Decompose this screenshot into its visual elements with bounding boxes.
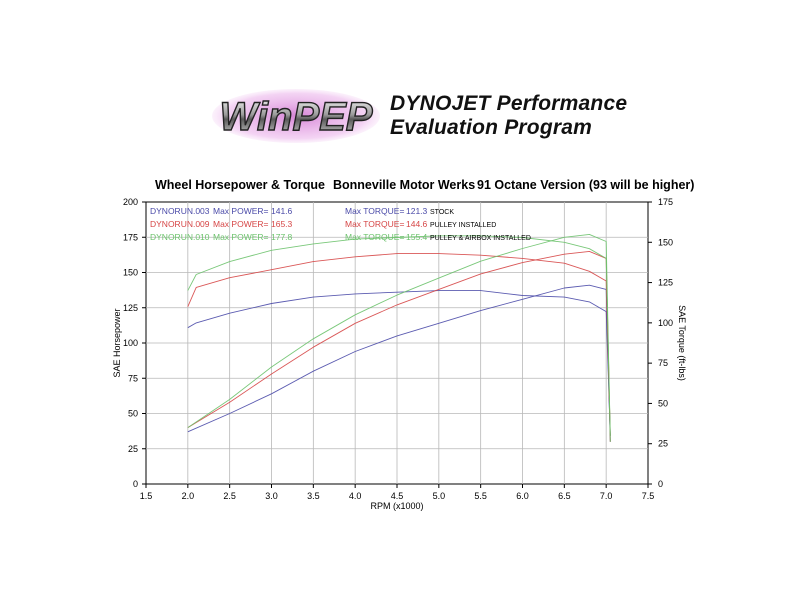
y2-axis-label: SAE Torque (ft-lbs) xyxy=(677,305,687,381)
x-tick-label: 1.5 xyxy=(140,491,153,501)
x-tick-label: 4.5 xyxy=(391,491,404,501)
y-tick-label: 0 xyxy=(133,479,138,489)
chart-header-right: 91 Octane Version (93 will be higher) xyxy=(477,178,695,192)
series-line-dynorun-010-torque xyxy=(187,235,611,436)
x-tick-label: 6.0 xyxy=(516,491,529,501)
y2-tick-label: 75 xyxy=(658,358,668,368)
x-tick-label: 4.0 xyxy=(349,491,362,501)
y2-tick-label: 50 xyxy=(658,398,668,408)
y-tick-label: 50 xyxy=(128,409,138,419)
y2-tick-label: 100 xyxy=(658,318,673,328)
logo-text: WinPEP xyxy=(220,95,373,139)
brand-title: DYNOJET Performance Evaluation Program xyxy=(390,92,690,140)
chart-header-left: Wheel Horsepower & Torque xyxy=(155,178,325,192)
y2-tick-label: 0 xyxy=(658,479,663,489)
series-line-dynorun-009-torque xyxy=(187,253,611,436)
y2-tick-label: 175 xyxy=(658,197,673,207)
series-line-dynorun-010-power xyxy=(187,233,611,442)
legend-run-name: DYNORUN.003 xyxy=(150,206,210,216)
y-tick-label: 150 xyxy=(123,268,138,278)
legend-power-value: 141.6 xyxy=(271,206,293,216)
legend-power-label: Max POWER= xyxy=(213,232,269,242)
x-tick-label: 3.0 xyxy=(265,491,278,501)
y-tick-label: 25 xyxy=(128,444,138,454)
x-tick-label: 7.0 xyxy=(600,491,613,501)
y2-tick-label: 25 xyxy=(658,439,668,449)
x-tick-label: 5.5 xyxy=(474,491,487,501)
legend-torque-value: 144.6 xyxy=(406,219,428,229)
legend-torque-value: 121.3 xyxy=(406,206,428,216)
legend-torque-label: Max TORQUE= xyxy=(345,232,404,242)
x-tick-label: 2.5 xyxy=(223,491,236,501)
y-tick-label: 200 xyxy=(123,197,138,207)
x-axis-label: RPM (x1000) xyxy=(370,501,423,511)
legend-note: STOCK xyxy=(430,209,454,216)
legend-torque-label: Max TORQUE= xyxy=(345,206,404,216)
legend-power-label: Max POWER= xyxy=(213,206,269,216)
x-tick-label: 5.0 xyxy=(433,491,446,501)
chart-header-center: Bonneville Motor Werks xyxy=(333,178,476,192)
series-line-dynorun-003-torque xyxy=(187,290,611,436)
legend-power-label: Max POWER= xyxy=(213,219,269,229)
winpep-logo: WinPEP xyxy=(212,89,380,143)
y-tick-label: 175 xyxy=(123,232,138,242)
y2-tick-label: 150 xyxy=(658,237,673,247)
legend-note: PULLEY INSTALLED xyxy=(430,222,496,229)
legend-torque-label: Max TORQUE= xyxy=(345,219,404,229)
legend-power-value: 177.8 xyxy=(271,232,293,242)
y-axis-label: SAE Horsepower xyxy=(112,308,122,377)
legend-run-name: DYNORUN.010 xyxy=(150,232,210,242)
series-line-dynorun-003-power xyxy=(187,284,611,442)
legend-torque-value: 155.4 xyxy=(406,232,428,242)
y-tick-label: 125 xyxy=(123,303,138,313)
legend-note: PULLEY & AIRBOX INSTALLED xyxy=(430,235,531,242)
y-tick-label: 75 xyxy=(128,373,138,383)
brand-line-2: Evaluation Program xyxy=(390,116,592,139)
x-tick-label: 3.5 xyxy=(307,491,320,501)
y-tick-label: 100 xyxy=(123,338,138,348)
y2-tick-label: 125 xyxy=(658,278,673,288)
x-tick-label: 7.5 xyxy=(642,491,655,501)
x-tick-label: 2.0 xyxy=(182,491,195,501)
legend-run-name: DYNORUN.009 xyxy=(150,219,210,229)
legend-power-value: 165.3 xyxy=(271,219,293,229)
x-tick-label: 6.5 xyxy=(558,491,571,501)
series-line-dynorun-009-power xyxy=(187,250,611,442)
brand-line-1: DYNOJET Performance xyxy=(390,92,628,115)
